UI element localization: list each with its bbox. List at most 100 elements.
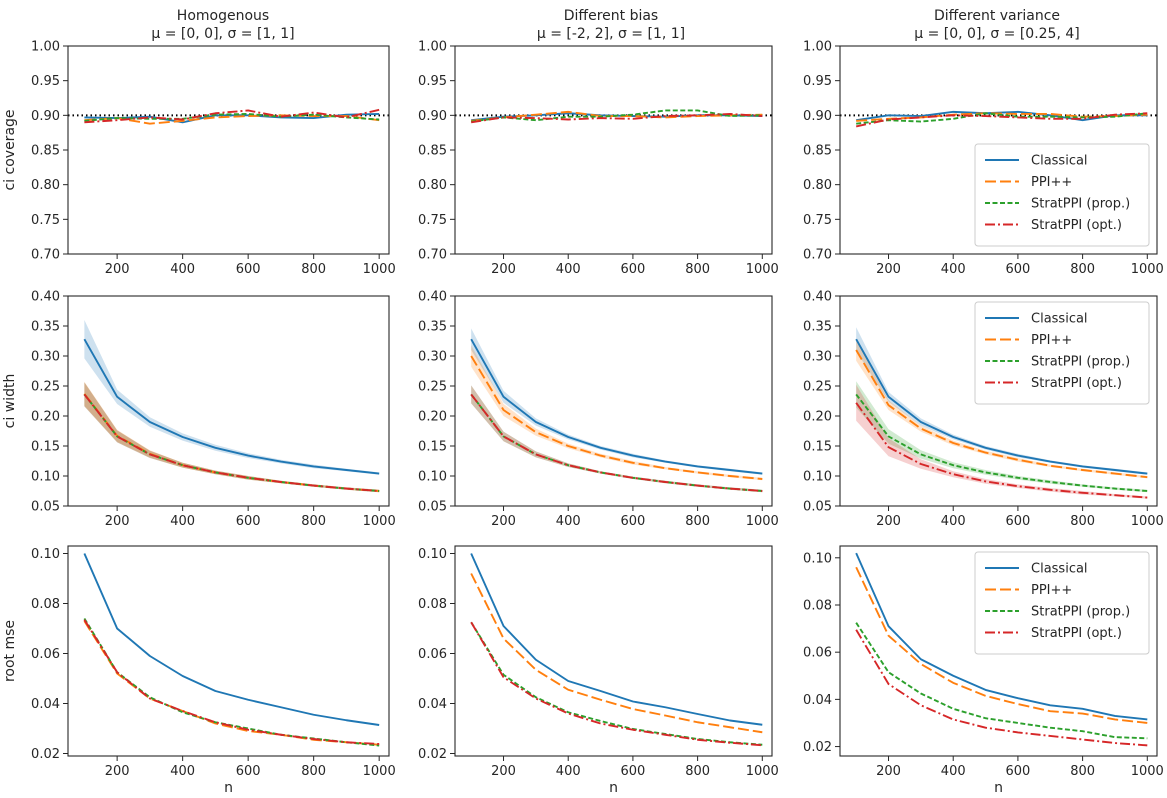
series-line bbox=[84, 114, 380, 125]
legend-label: StratPPI (opt.) bbox=[1031, 376, 1122, 391]
y-tick-label: 0.05 bbox=[803, 500, 832, 515]
series-line bbox=[470, 573, 763, 734]
legend-label: StratPPI (opt.) bbox=[1031, 218, 1122, 233]
y-tick-label: 0.10 bbox=[418, 470, 447, 485]
y-tick-label: 0.05 bbox=[31, 500, 60, 515]
y-tick-label: 0.70 bbox=[803, 248, 832, 263]
legend-label: PPI++ bbox=[1031, 333, 1072, 348]
plot-frame bbox=[839, 295, 1158, 507]
column-subtitle-homogenous: μ = [0, 0], σ = [1, 1] bbox=[151, 26, 294, 42]
y-tick-label: 0.80 bbox=[803, 178, 832, 193]
y-tick-label: 0.10 bbox=[803, 551, 832, 566]
y-tick-label: 0.15 bbox=[418, 440, 447, 455]
legend: Classical PPI++ StratPPI (prop.) StratPPI (… bbox=[974, 301, 1150, 405]
series-line bbox=[855, 338, 1148, 475]
y-tick-label: 0.04 bbox=[418, 697, 447, 712]
x-tick-label: 1000 bbox=[1131, 514, 1164, 529]
x-tick-label: 1000 bbox=[363, 514, 396, 529]
series-line bbox=[471, 112, 763, 124]
y-tick-label: 0.90 bbox=[418, 109, 447, 124]
legend: Classical PPI++ StratPPI (prop.) StratPPI (… bbox=[974, 143, 1150, 247]
y-axis-label: ci coverage bbox=[2, 109, 18, 190]
x-tick-label: 600 bbox=[1005, 764, 1030, 779]
x-tick-label: 200 bbox=[876, 514, 901, 529]
y-tick-label: 0.25 bbox=[418, 380, 447, 395]
y-tick-label: 0.95 bbox=[418, 74, 447, 89]
x-tick-label: 800 bbox=[301, 764, 326, 779]
legend-label: StratPPI (prop.) bbox=[1031, 355, 1130, 370]
series-line bbox=[84, 108, 380, 124]
y-tick-label: 0.35 bbox=[31, 320, 60, 335]
x-tick-label: 1000 bbox=[746, 764, 779, 779]
y-tick-label: 0.75 bbox=[803, 213, 832, 228]
series-line bbox=[855, 393, 1148, 492]
y-tick-label: 0.06 bbox=[803, 646, 832, 661]
series-line bbox=[83, 619, 380, 745]
y-tick-label: 0.70 bbox=[418, 248, 447, 263]
series-line bbox=[83, 393, 380, 492]
x-tick-label: 400 bbox=[556, 514, 581, 529]
plot-frame bbox=[67, 545, 390, 757]
legend-label: Classical bbox=[1031, 154, 1088, 169]
x-tick-label: 600 bbox=[236, 262, 261, 277]
column-title-different-bias: Different bias bbox=[564, 8, 658, 24]
legend-box bbox=[974, 143, 1150, 247]
y-tick-label: 0.08 bbox=[803, 598, 832, 613]
chart-panel-p10: 0.05 0.10 0.15 0.20 0.25 0.30 0.35 0.40 200 400 60… bbox=[2, 290, 396, 530]
x-tick-label: 800 bbox=[1070, 764, 1095, 779]
plot-frame bbox=[839, 545, 1158, 757]
x-tick-label: 200 bbox=[876, 262, 901, 277]
series-line bbox=[470, 553, 763, 726]
chart-panel-p20: 0.02 0.04 0.06 0.08 0.10 200 400 600 800 1000 root… bbox=[2, 545, 396, 796]
y-tick-label: 0.02 bbox=[803, 740, 832, 755]
x-tick-label: 200 bbox=[491, 262, 516, 277]
plot-frame bbox=[67, 45, 390, 255]
x-tick-label: 1000 bbox=[363, 262, 396, 277]
series-line bbox=[470, 393, 763, 492]
y-tick-label: 0.06 bbox=[418, 647, 447, 662]
y-tick-label: 0.80 bbox=[31, 178, 60, 193]
series-line bbox=[855, 552, 1148, 721]
y-tick-label: 0.90 bbox=[803, 109, 832, 124]
y-tick-label: 0.10 bbox=[418, 547, 447, 562]
legend-label: StratPPI (prop.) bbox=[1031, 605, 1130, 620]
y-axis-label: root mse bbox=[2, 620, 18, 682]
x-tick-label: 400 bbox=[170, 514, 195, 529]
series-line bbox=[470, 621, 763, 747]
y-tick-label: 0.90 bbox=[31, 109, 60, 124]
x-tick-label: 1000 bbox=[746, 262, 779, 277]
y-tick-label: 0.04 bbox=[803, 693, 832, 708]
series-line bbox=[83, 618, 380, 747]
legend-label: StratPPI (opt.) bbox=[1031, 626, 1122, 641]
y-tick-label: 0.10 bbox=[31, 470, 60, 485]
series-line bbox=[470, 355, 763, 480]
x-tick-label: 200 bbox=[105, 764, 130, 779]
y-tick-label: 0.25 bbox=[31, 380, 60, 395]
y-tick-label: 0.85 bbox=[418, 144, 447, 159]
x-tick-label: 800 bbox=[685, 764, 710, 779]
y-tick-label: 0.20 bbox=[418, 410, 447, 425]
x-tick-label: 800 bbox=[1070, 514, 1095, 529]
x-tick-label: 400 bbox=[941, 262, 966, 277]
series-line bbox=[855, 622, 1148, 740]
y-tick-label: 0.35 bbox=[803, 320, 832, 335]
x-tick-label: 600 bbox=[236, 514, 261, 529]
series-line bbox=[471, 110, 763, 122]
x-tick-label: 200 bbox=[491, 514, 516, 529]
x-tick-label: 800 bbox=[685, 514, 710, 529]
series-line bbox=[471, 109, 763, 123]
y-tick-label: 0.40 bbox=[803, 290, 832, 305]
plot-frame bbox=[839, 45, 1158, 255]
y-tick-label: 0.30 bbox=[31, 350, 60, 365]
series-line bbox=[470, 338, 763, 475]
series-line bbox=[470, 621, 763, 746]
y-tick-label: 0.25 bbox=[803, 380, 832, 395]
series-line bbox=[855, 566, 1148, 724]
column-title-homogenous: Homogenous bbox=[177, 8, 269, 24]
chart-panel-p01: 0.70 0.75 0.80 0.85 0.90 0.95 1.00 200 400 600 800… bbox=[418, 40, 779, 278]
plot-frame bbox=[454, 295, 773, 507]
ci-band bbox=[471, 328, 763, 475]
y-tick-label: 0.75 bbox=[418, 213, 447, 228]
y-tick-label: 0.30 bbox=[418, 350, 447, 365]
y-tick-label: 0.02 bbox=[31, 747, 60, 762]
